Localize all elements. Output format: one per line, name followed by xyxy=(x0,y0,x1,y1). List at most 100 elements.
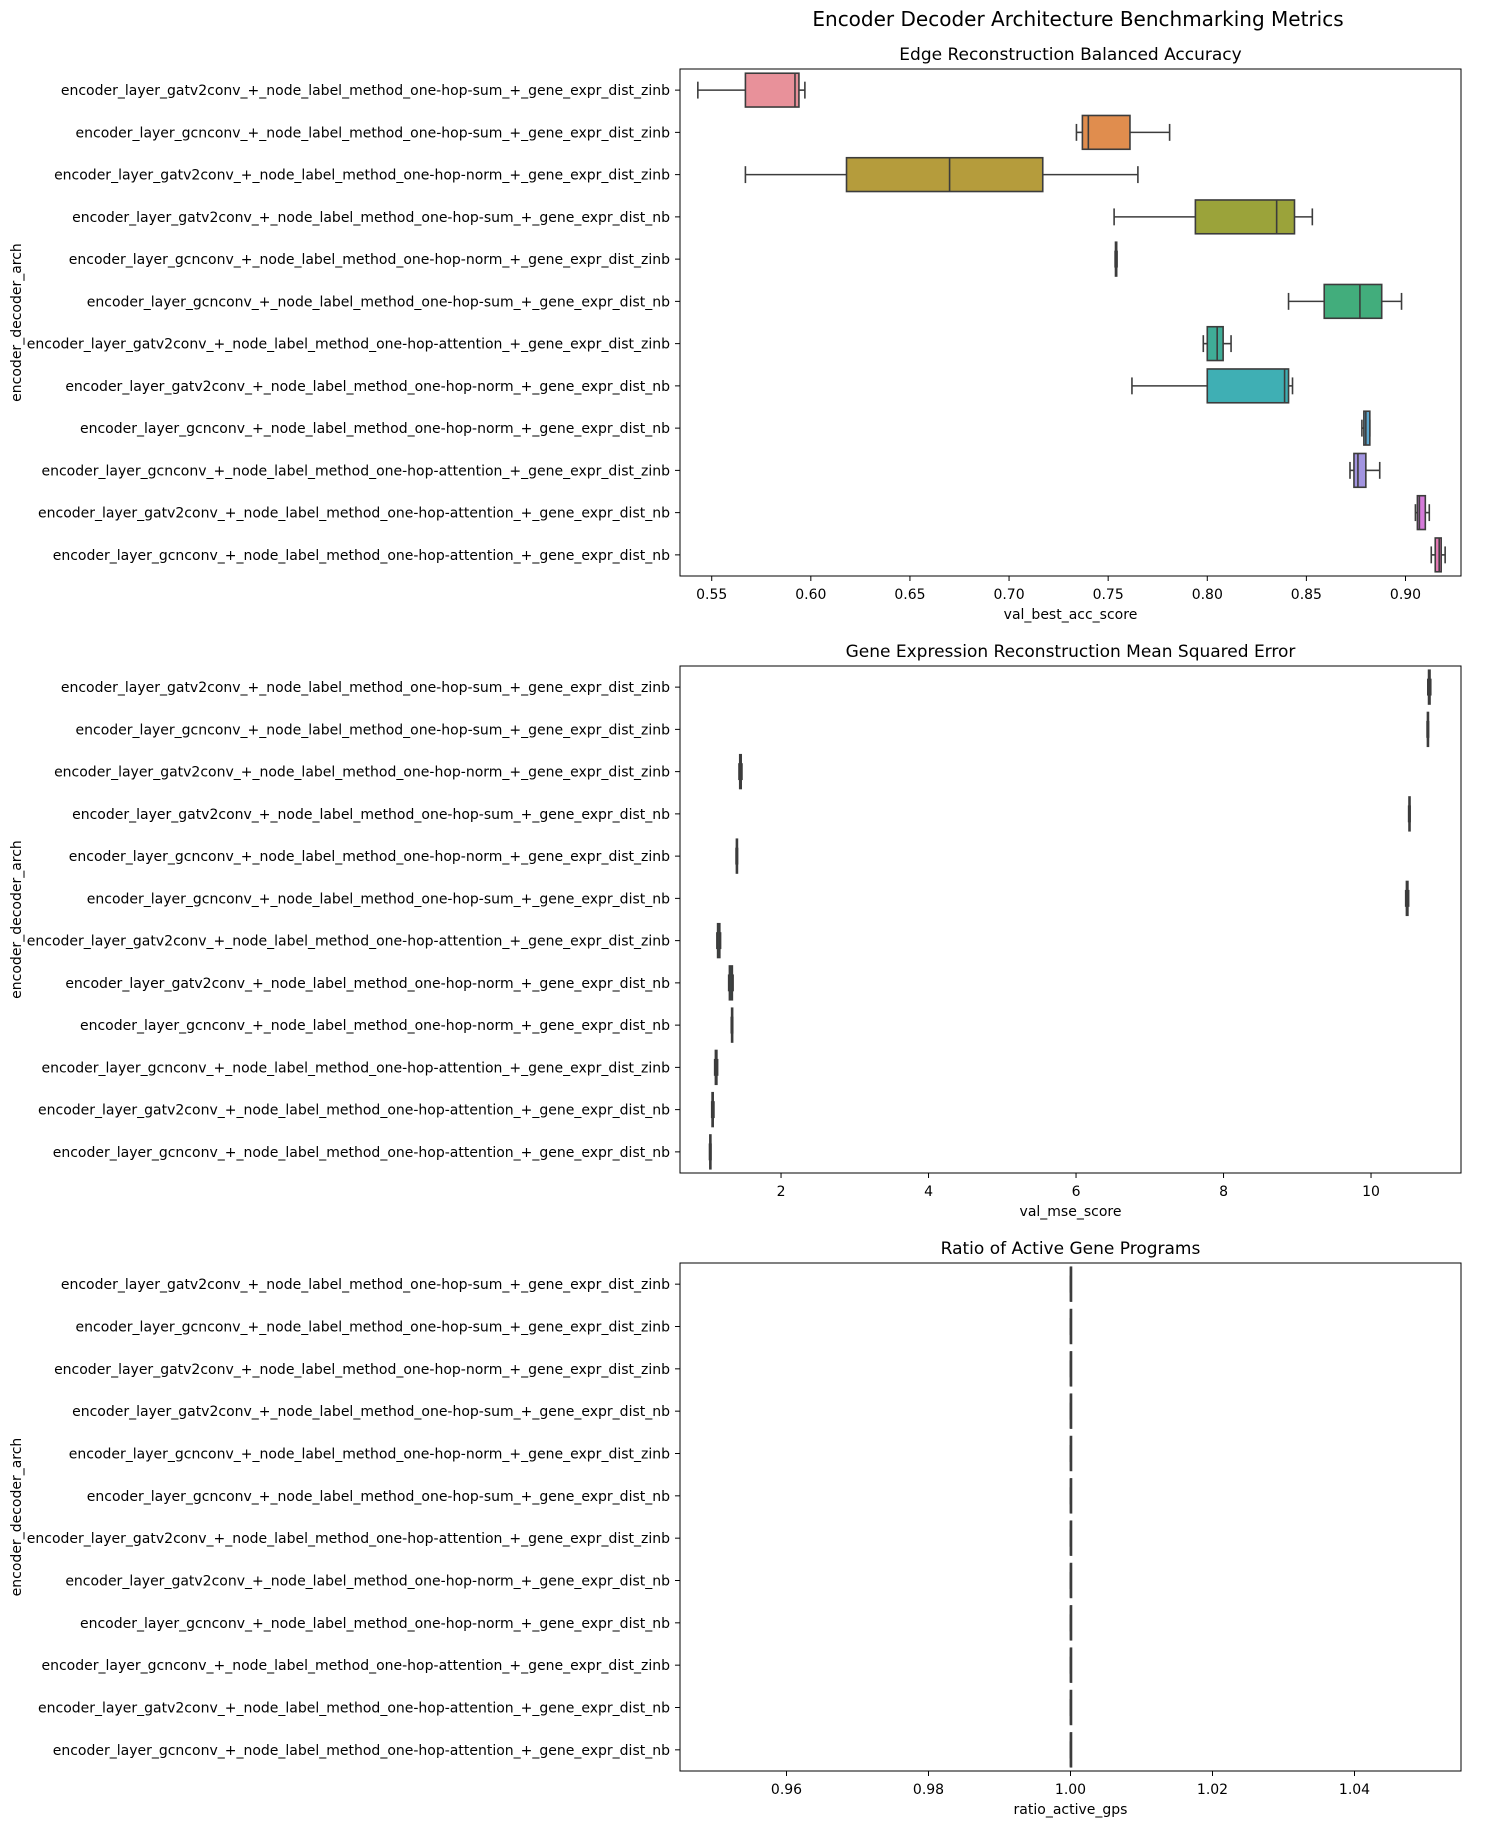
box-5 xyxy=(1404,880,1410,917)
iqr-box xyxy=(1416,494,1427,531)
box-3 xyxy=(1069,1393,1073,1429)
x-axis-label: val_best_acc_score xyxy=(1004,607,1138,623)
iqr-box xyxy=(1353,452,1367,489)
panel-gene-expr-mse: Gene Expression Reconstruction Mean Squa… xyxy=(9,642,1462,1220)
box-2 xyxy=(1069,1351,1073,1387)
category-label: encoder_layer_gcnconv_+_node_label_metho… xyxy=(53,1743,670,1759)
category-label: encoder_layer_gatv2conv_+_node_label_met… xyxy=(65,379,670,395)
axes-frame xyxy=(679,665,1462,1174)
xtick-label: 8 xyxy=(1219,1184,1228,1200)
category-label: encoder_layer_gcnconv_+_node_label_metho… xyxy=(76,125,671,141)
category-label: encoder_layer_gcnconv_+_node_label_metho… xyxy=(69,849,670,865)
xtick-label: 0.75 xyxy=(1093,587,1124,603)
iqr-box xyxy=(744,72,800,108)
category-label: encoder_layer_gcnconv_+_node_label_metho… xyxy=(41,1658,670,1674)
xtick-label: 0.70 xyxy=(993,587,1024,603)
box-10 xyxy=(710,1091,715,1128)
category-label: encoder_layer_gatv2conv_+_node_label_met… xyxy=(61,1277,670,1293)
iqr-box xyxy=(1081,114,1131,151)
category-label: encoder_layer_gatv2conv_+_node_label_met… xyxy=(65,976,670,992)
category-label: encoder_layer_gcnconv_+_node_label_metho… xyxy=(87,294,670,310)
box-4 xyxy=(1069,1435,1073,1472)
box-11 xyxy=(708,1134,712,1170)
box-9 xyxy=(1069,1647,1073,1683)
iqr-box xyxy=(1206,368,1290,404)
xtick-label: 0.98 xyxy=(913,1782,944,1798)
category-label: encoder_layer_gatv2conv_+_node_label_met… xyxy=(27,934,670,950)
box-1 xyxy=(1069,1308,1073,1345)
y-axis-label: encoder_decoder_arch xyxy=(9,243,25,402)
panel-active-gps: Ratio of Active Gene Programs encoder_lay… xyxy=(9,1239,1462,1818)
xtick-label: 10 xyxy=(1362,1184,1380,1200)
box-4 xyxy=(1114,241,1118,277)
xtick-label: 0.96 xyxy=(771,1782,802,1798)
category-label: encoder_layer_gatv2conv_+_node_label_met… xyxy=(61,83,670,99)
panel-title: Ratio of Active Gene Programs xyxy=(941,1239,1201,1259)
category-label: encoder_layer_gatv2conv_+_node_label_met… xyxy=(65,1574,670,1590)
box-7 xyxy=(1131,368,1294,404)
x-axis-label: ratio_active_gps xyxy=(1014,1802,1128,1818)
iqr-box xyxy=(1363,410,1371,446)
category-label: encoder_layer_gcnconv_+_node_label_metho… xyxy=(41,463,670,479)
box-11 xyxy=(1430,537,1446,573)
xtick-label: 6 xyxy=(1072,1184,1081,1200)
box-8 xyxy=(730,1007,734,1043)
xtick-label: 0.80 xyxy=(1192,587,1223,603)
category-label: encoder_layer_gatv2conv_+_node_label_met… xyxy=(38,506,670,522)
iqr-box xyxy=(1323,283,1383,320)
iqr-box xyxy=(845,156,1044,193)
box-3 xyxy=(1407,796,1411,832)
category-label: encoder_layer_gatv2conv_+_node_label_met… xyxy=(27,1531,670,1547)
box-3 xyxy=(1113,199,1314,235)
xtick-label: 0.55 xyxy=(696,587,727,603)
category-label: encoder_layer_gcnconv_+_node_label_metho… xyxy=(87,1489,670,1505)
category-label: encoder_layer_gatv2conv_+_node_label_met… xyxy=(38,1103,670,1119)
xtick-label: 0.85 xyxy=(1291,587,1322,603)
category-label: encoder_layer_gcnconv_+_node_label_metho… xyxy=(80,421,670,437)
category-label: encoder_layer_gcnconv_+_node_label_metho… xyxy=(76,1320,671,1336)
box-8 xyxy=(1361,410,1371,446)
xtick-label: 1.00 xyxy=(1055,1782,1086,1798)
category-label: encoder_layer_gatv2conv_+_node_label_met… xyxy=(54,765,670,781)
category-label: encoder_layer_gatv2conv_+_node_label_met… xyxy=(72,1404,670,1420)
category-label: encoder_layer_gatv2conv_+_node_label_met… xyxy=(72,210,670,226)
iqr-box xyxy=(1434,537,1442,573)
box-9 xyxy=(1349,452,1381,489)
xtick-label: 0.65 xyxy=(894,587,925,603)
category-label: encoder_layer_gcnconv_+_node_label_metho… xyxy=(41,1060,670,1076)
category-label: encoder_layer_gcnconv_+_node_label_metho… xyxy=(53,548,670,564)
xtick-label: 0.60 xyxy=(795,587,826,603)
box-0 xyxy=(1069,1266,1073,1302)
axes-frame xyxy=(679,68,1462,577)
box-7 xyxy=(1069,1562,1073,1599)
category-label: encoder_layer_gcnconv_+_node_label_metho… xyxy=(69,1447,670,1463)
category-label: encoder_layer_gcnconv_+_node_label_metho… xyxy=(53,1145,670,1161)
category-label: encoder_layer_gcnconv_+_node_label_metho… xyxy=(69,252,670,268)
box-1 xyxy=(1426,711,1430,748)
box-11 xyxy=(1069,1732,1073,1768)
category-label: encoder_layer_gatv2conv_+_node_label_met… xyxy=(72,807,670,823)
iqr-box xyxy=(1194,199,1296,235)
box-0 xyxy=(697,72,806,108)
box-5 xyxy=(1287,283,1403,320)
category-label: encoder_layer_gcnconv_+_node_label_metho… xyxy=(80,1616,670,1632)
xtick-label: 1.02 xyxy=(1197,1782,1228,1798)
box-6 xyxy=(1202,325,1232,362)
figure-title: Encoder Decoder Architecture Benchmarkin… xyxy=(812,7,1343,31)
y-axis-label: encoder_decoder_arch xyxy=(9,1438,25,1597)
category-label: encoder_layer_gatv2conv_+_node_label_met… xyxy=(38,1701,670,1717)
box-6 xyxy=(1069,1520,1073,1556)
box-6 xyxy=(716,922,722,959)
x-axis-label: val_mse_score xyxy=(1020,1204,1122,1220)
category-label: encoder_layer_gcnconv_+_node_label_metho… xyxy=(80,1018,670,1034)
box-10 xyxy=(1069,1689,1073,1726)
category-label: encoder_layer_gcnconv_+_node_label_metho… xyxy=(87,891,670,907)
box-5 xyxy=(1069,1478,1073,1514)
panel-title: Edge Reconstruction Balanced Accuracy xyxy=(899,45,1241,65)
box-0 xyxy=(1427,669,1432,705)
y-axis-label: encoder_decoder_arch xyxy=(9,840,25,999)
box-1 xyxy=(1075,114,1171,151)
box-2 xyxy=(738,753,743,790)
category-label: encoder_layer_gatv2conv_+_node_label_met… xyxy=(27,337,670,353)
